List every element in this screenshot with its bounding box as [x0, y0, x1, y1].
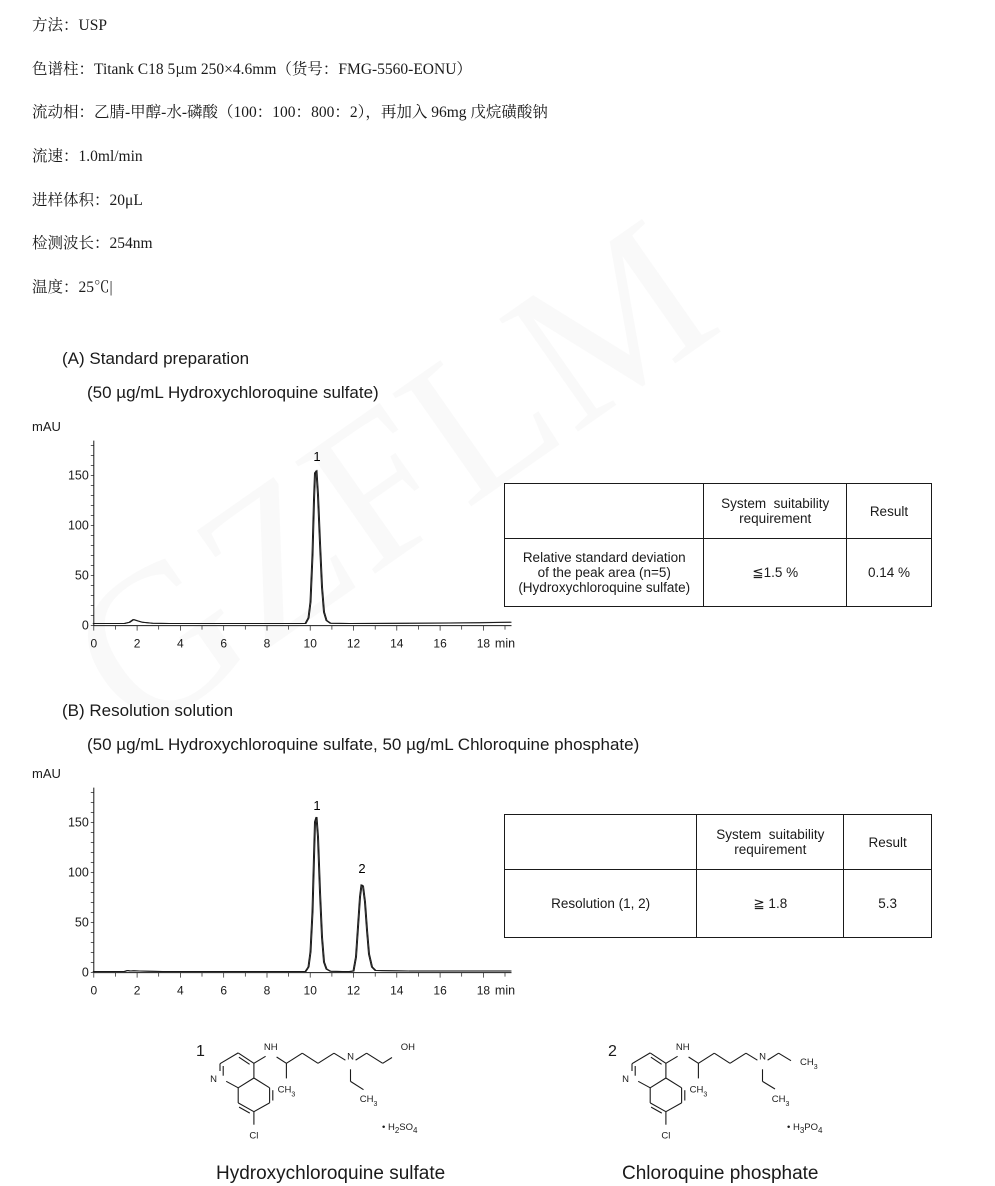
- svg-text:12: 12: [347, 984, 361, 998]
- svg-text:4: 4: [177, 984, 184, 998]
- svg-text:2: 2: [358, 861, 365, 876]
- svg-text:min: min: [495, 984, 515, 998]
- svg-text:14: 14: [390, 984, 404, 998]
- svg-text:mAU: mAU: [32, 766, 61, 781]
- svg-text:0: 0: [90, 637, 97, 651]
- svg-text:CH3: CH3: [277, 1084, 295, 1098]
- svg-text:CH3: CH3: [689, 1084, 707, 1098]
- svg-text:min: min: [495, 637, 515, 651]
- svg-text:2: 2: [134, 637, 141, 651]
- svg-text:18: 18: [477, 637, 491, 651]
- svg-text:N: N: [759, 1051, 766, 1062]
- svg-text:Cl: Cl: [249, 1130, 258, 1141]
- svg-text:0: 0: [90, 984, 97, 998]
- svg-text:8: 8: [264, 637, 271, 651]
- svg-text:mAU: mAU: [32, 419, 61, 434]
- svg-text:CH3: CH3: [800, 1057, 818, 1071]
- svg-text:100: 100: [68, 866, 89, 880]
- svg-text:8: 8: [264, 984, 271, 998]
- svg-text:N: N: [210, 1074, 217, 1085]
- svg-text:1: 1: [313, 798, 320, 813]
- svg-text:10: 10: [304, 984, 318, 998]
- svg-text:4: 4: [177, 637, 184, 651]
- svg-text:100: 100: [68, 519, 89, 533]
- svg-text:NH: NH: [264, 1042, 278, 1053]
- svg-text:CH3: CH3: [359, 1094, 377, 1108]
- svg-text:OH: OH: [400, 1042, 414, 1053]
- svg-text:NH: NH: [675, 1042, 689, 1053]
- svg-text:CH3: CH3: [771, 1094, 789, 1108]
- svg-text:N: N: [622, 1074, 629, 1085]
- svg-text:12: 12: [347, 637, 361, 651]
- svg-text:150: 150: [68, 816, 89, 830]
- svg-text:18: 18: [477, 984, 491, 998]
- svg-text:16: 16: [433, 984, 447, 998]
- svg-text:50: 50: [75, 569, 89, 583]
- svg-text:16: 16: [433, 637, 447, 651]
- svg-text:0: 0: [82, 619, 89, 633]
- svg-text:150: 150: [68, 469, 89, 483]
- svg-text:14: 14: [390, 637, 404, 651]
- svg-text:N: N: [347, 1051, 354, 1062]
- svg-text:Cl: Cl: [661, 1130, 670, 1141]
- svg-text:2: 2: [134, 984, 141, 998]
- svg-text:6: 6: [220, 637, 227, 651]
- svg-text:1: 1: [313, 449, 320, 464]
- svg-text:0: 0: [82, 966, 89, 980]
- svg-text:10: 10: [304, 637, 318, 651]
- svg-text:50: 50: [75, 916, 89, 930]
- svg-text:6: 6: [220, 984, 227, 998]
